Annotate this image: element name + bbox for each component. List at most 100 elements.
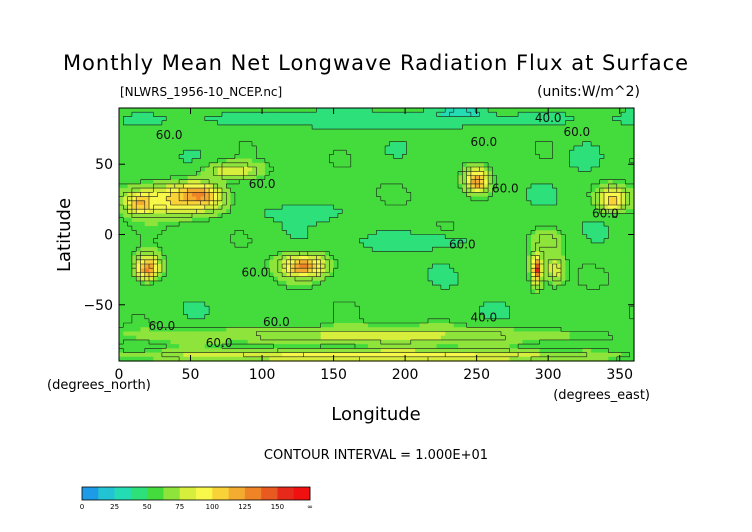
heatmap-cell: [290, 108, 296, 113]
heatmap-cell: [153, 238, 159, 244]
heatmap-cell: [170, 213, 176, 219]
heatmap-cell: [453, 200, 459, 206]
heatmap-cell: [174, 133, 180, 139]
heatmap-cell: [303, 150, 309, 155]
heatmap-cell: [385, 167, 390, 172]
heatmap-cell: [157, 112, 163, 118]
heatmap-cell: [127, 141, 133, 147]
heatmap-cell: [312, 167, 318, 172]
heatmap-cell: [179, 120, 184, 126]
heatmap-cell: [470, 158, 476, 164]
heatmap-cell: [136, 112, 142, 118]
heatmap-cell: [346, 183, 352, 189]
heatmap-cell: [196, 217, 202, 223]
heatmap-cell: [526, 183, 532, 189]
heatmap-cell: [500, 154, 506, 160]
heatmap-cell: [385, 251, 390, 257]
heatmap-cell: [531, 251, 536, 257]
heatmap-cell: [372, 280, 378, 286]
heatmap-cell: [483, 196, 489, 202]
heatmap-cell: [282, 112, 287, 118]
heatmap-cell: [453, 141, 459, 147]
heatmap-cell: [256, 272, 262, 278]
heatmap-cell: [136, 259, 142, 265]
heatmap-cell: [294, 133, 300, 139]
heatmap-cell: [234, 217, 240, 223]
heatmap-cell: [273, 209, 279, 215]
heatmap-cell: [337, 108, 343, 113]
heatmap-cell: [556, 255, 562, 261]
heatmap-cell: [561, 276, 566, 282]
heatmap-cell: [423, 213, 429, 219]
heatmap-cell: [144, 129, 150, 134]
heatmap-cell: [350, 158, 356, 164]
heatmap-cell: [462, 200, 468, 206]
heatmap-cell: [312, 242, 318, 248]
heatmap-cell: [380, 133, 386, 139]
heatmap-cell: [144, 234, 150, 240]
heatmap-cell: [505, 251, 511, 257]
heatmap-cell: [475, 264, 481, 269]
heatmap-cell: [389, 242, 395, 248]
heatmap-cell: [616, 238, 622, 244]
heatmap-cell: [578, 276, 584, 282]
heatmap-cell: [415, 141, 421, 147]
heatmap-cell: [346, 213, 352, 219]
heatmap-cell: [264, 175, 270, 181]
heatmap-cell: [402, 150, 408, 155]
heatmap-cell: [569, 188, 575, 193]
heatmap-cell: [307, 234, 313, 240]
heatmap-cell: [539, 247, 545, 252]
heatmap-cell: [522, 255, 528, 261]
heatmap-cell: [316, 137, 322, 143]
heatmap-cell: [260, 204, 266, 210]
heatmap-cell: [127, 204, 133, 210]
heatmap-cell: [432, 179, 438, 185]
heatmap-cell: [500, 167, 506, 172]
heatmap-cell: [303, 255, 309, 261]
heatmap-cell: [582, 276, 588, 282]
heatmap-cell: [629, 167, 635, 172]
heatmap-cell: [483, 204, 489, 210]
heatmap-cell: [509, 226, 515, 231]
heatmap-cell: [496, 204, 502, 210]
heatmap-cell: [488, 175, 493, 181]
heatmap-cell: [573, 234, 579, 240]
heatmap-cell: [415, 209, 421, 215]
heatmap-cell: [230, 150, 236, 155]
heatmap-cell: [337, 158, 343, 164]
heatmap-cell: [303, 120, 309, 126]
heatmap-cell: [187, 158, 193, 164]
heatmap-cell: [410, 179, 416, 185]
heatmap-cell: [496, 141, 502, 147]
heatmap-cell: [462, 221, 468, 227]
heatmap-cell: [483, 129, 489, 134]
heatmap-cell: [273, 167, 279, 172]
heatmap-cell: [432, 200, 438, 206]
heatmap-cell: [436, 150, 442, 155]
heatmap-cell: [320, 226, 326, 231]
heatmap-cell: [123, 154, 129, 160]
heatmap-cell: [539, 238, 545, 244]
heatmap-cell: [595, 158, 601, 164]
heatmap-cell: [415, 259, 421, 265]
heatmap-cell: [166, 158, 172, 164]
heatmap-cell: [449, 276, 455, 282]
heatmap-cell: [346, 268, 352, 274]
heatmap-cell: [548, 141, 554, 147]
heatmap-cell: [466, 183, 472, 189]
heatmap-cell: [256, 120, 262, 126]
heatmap-cell: [131, 145, 137, 151]
heatmap-cell: [531, 124, 536, 130]
heatmap-cell: [239, 108, 245, 113]
heatmap-cell: [423, 150, 429, 155]
heatmap-cell: [252, 247, 257, 252]
heatmap-cell: [380, 280, 386, 286]
heatmap-cell: [582, 124, 588, 130]
heatmap-cell: [346, 150, 352, 155]
heatmap-cell: [256, 141, 262, 147]
heatmap-cell: [325, 268, 330, 274]
heatmap-cell: [316, 209, 322, 215]
heatmap-cell: [483, 188, 489, 193]
heatmap-cell: [131, 280, 137, 286]
